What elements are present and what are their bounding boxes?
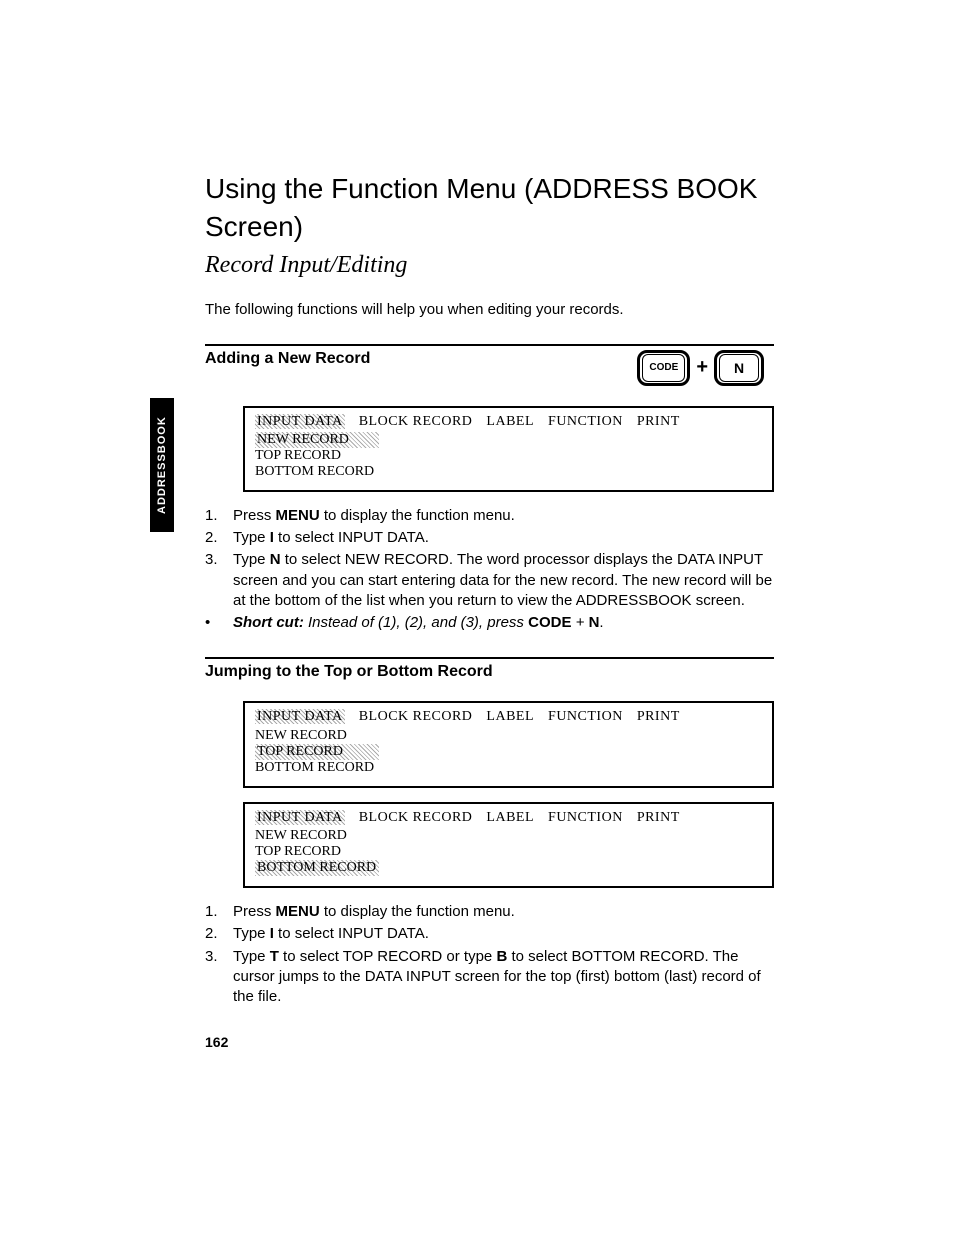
- section-adding-record: Adding a New Record CODE + N: [205, 344, 774, 386]
- side-tab: ADDRESSBOOK: [150, 398, 174, 532]
- menu-box-2b: INPUT DATA BLOCK RECORD LABEL FUNCTION PRINT…: [243, 802, 774, 888]
- menu-tab: FUNCTION: [548, 414, 623, 429]
- menu-tab: LABEL: [486, 810, 534, 825]
- menu-item: BOTTOM RECORD: [255, 860, 379, 876]
- step-number: •: [205, 613, 233, 633]
- section-jumping: Jumping to the Top or Bottom Record: [205, 657, 774, 681]
- step-item: 1.Press MENU to display the function men…: [205, 506, 774, 526]
- step-number: 2.: [205, 528, 233, 548]
- menu-tab: INPUT DATA: [255, 414, 345, 429]
- step-item: 3.Type T to select TOP RECORD or type B …: [205, 947, 774, 1008]
- section1-steps: 1.Press MENU to display the function men…: [205, 506, 774, 634]
- menu-tab: PRINT: [637, 810, 680, 825]
- menu-item: TOP RECORD: [255, 744, 379, 760]
- step-text: Press MENU to display the function menu.: [233, 506, 774, 526]
- menu-item: TOP RECORD: [255, 448, 375, 464]
- menu-tab: PRINT: [637, 709, 680, 724]
- step-text: Short cut: Instead of (1), (2), and (3),…: [233, 613, 774, 633]
- step-text: Press MENU to display the function menu.: [233, 902, 774, 922]
- step-text: Type T to select TOP RECORD or type B to…: [233, 947, 774, 1008]
- step-item: 2.Type I to select INPUT DATA.: [205, 924, 774, 944]
- menu-item: NEW RECORD: [255, 728, 375, 744]
- step-text: Type N to select NEW RECORD. The word pr…: [233, 550, 774, 611]
- menu-box-2a: INPUT DATA BLOCK RECORD LABEL FUNCTION PRINT…: [243, 701, 774, 787]
- menu-tab: BLOCK RECORD: [359, 709, 473, 724]
- step-item: 1.Press MENU to display the function men…: [205, 902, 774, 922]
- page-subtitle: Record Input/Editing: [205, 252, 774, 279]
- menu-item: BOTTOM RECORD: [255, 464, 375, 480]
- menu-item: NEW RECORD: [255, 432, 379, 448]
- step-text: Type I to select INPUT DATA.: [233, 924, 774, 944]
- menu-item: NEW RECORD: [255, 828, 375, 844]
- key-code: CODE: [637, 350, 690, 386]
- menu-tab: BLOCK RECORD: [359, 414, 473, 429]
- step-number: 2.: [205, 924, 233, 944]
- menu-item: BOTTOM RECORD: [255, 760, 375, 776]
- menu-tab: LABEL: [486, 414, 534, 429]
- section2-steps: 1.Press MENU to display the function men…: [205, 902, 774, 1007]
- step-item: 2.Type I to select INPUT DATA.: [205, 528, 774, 548]
- step-number: 1.: [205, 506, 233, 526]
- step-text: Type I to select INPUT DATA.: [233, 528, 774, 548]
- menu-tab: FUNCTION: [548, 709, 623, 724]
- page-title: Using the Function Menu (ADDRESS BOOK Sc…: [205, 170, 774, 246]
- shortcut-keys: CODE + N: [637, 350, 774, 386]
- key-n: N: [714, 350, 764, 386]
- menu-tab: FUNCTION: [548, 810, 623, 825]
- page-number: 162: [205, 1034, 228, 1050]
- plus-icon: +: [696, 356, 708, 379]
- step-number: 1.: [205, 902, 233, 922]
- menu-box-1: INPUT DATA BLOCK RECORD LABEL FUNCTION PRINT…: [243, 406, 774, 492]
- step-item: 3.Type N to select NEW RECORD. The word …: [205, 550, 774, 611]
- step-item: •Short cut: Instead of (1), (2), and (3)…: [205, 613, 774, 633]
- section2-heading: Jumping to the Top or Bottom Record: [205, 663, 774, 681]
- intro-text: The following functions will help you wh…: [205, 301, 774, 318]
- menu-tab: LABEL: [486, 709, 534, 724]
- menu-tab: INPUT DATA: [255, 709, 345, 724]
- section1-heading: Adding a New Record: [205, 350, 370, 368]
- menu-item: TOP RECORD: [255, 844, 375, 860]
- menu-tab: BLOCK RECORD: [359, 810, 473, 825]
- step-number: 3.: [205, 550, 233, 611]
- menu-tab: INPUT DATA: [255, 810, 345, 825]
- step-number: 3.: [205, 947, 233, 1008]
- menu-tab: PRINT: [637, 414, 680, 429]
